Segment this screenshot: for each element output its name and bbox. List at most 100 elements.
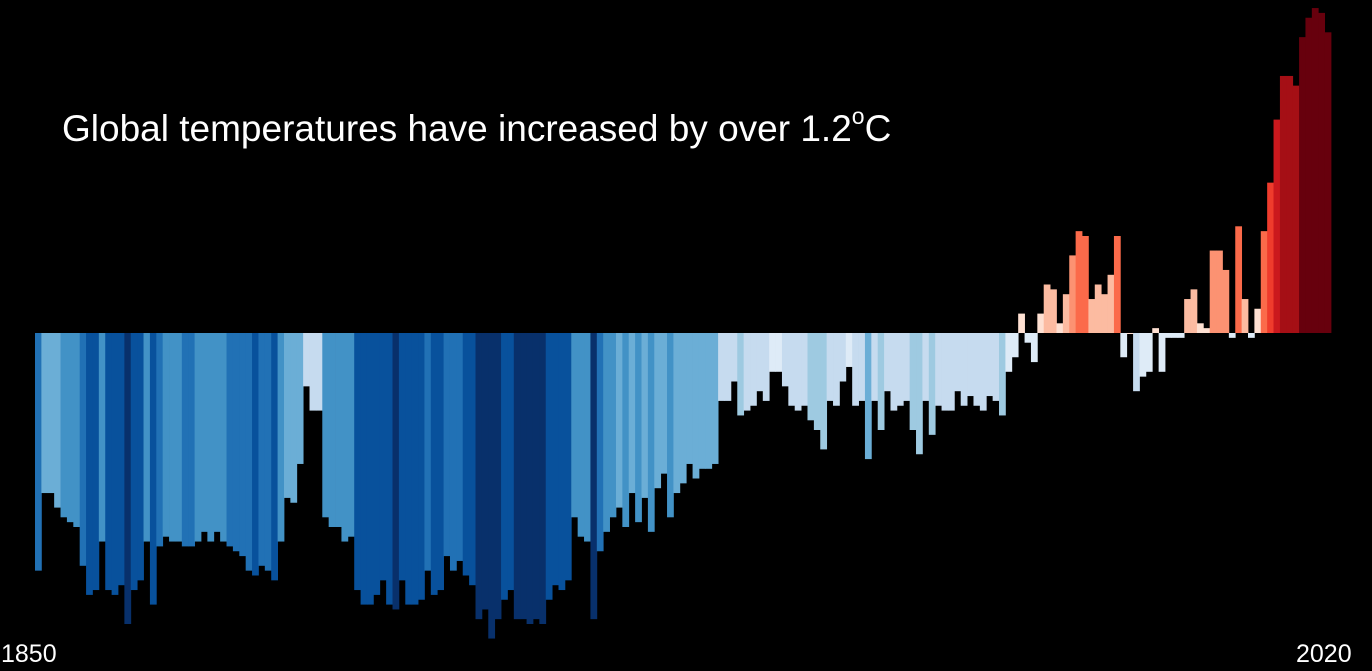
bar-1899	[347, 333, 355, 537]
bar-1862	[111, 333, 119, 595]
bar-1996	[967, 333, 974, 397]
chart-title-text: Global temperatures have increased by ov…	[62, 108, 852, 149]
bar-1864	[124, 333, 132, 624]
bar-1999	[986, 333, 994, 397]
bar-1951	[679, 333, 687, 484]
bar-2045	[1279, 75, 1287, 333]
bar-1854	[60, 333, 68, 518]
bar-2018	[1107, 274, 1115, 333]
bar-2007	[1037, 313, 1045, 333]
bar-1903	[373, 333, 381, 595]
bar-1911	[424, 333, 432, 571]
bar-1966	[775, 333, 783, 372]
bar-1853	[54, 333, 61, 508]
bar-2019	[1113, 236, 1121, 333]
bar-1986	[903, 333, 911, 401]
bar-1875	[194, 333, 202, 542]
bar-1895	[322, 333, 330, 518]
bar-1943	[628, 333, 636, 494]
bar-2004	[1018, 313, 1025, 333]
bar-2051	[1318, 12, 1326, 334]
bar-2046	[1286, 75, 1294, 333]
bar-2032	[1196, 323, 1204, 333]
bar-1960	[737, 333, 745, 416]
bar-2012	[1069, 255, 1077, 333]
bar-1948	[660, 333, 668, 474]
bar-1969	[794, 333, 802, 411]
bar-1861	[105, 333, 113, 591]
bar-1888	[277, 333, 285, 542]
bar-2014	[1082, 236, 1089, 333]
bar-1900	[354, 333, 361, 591]
bar-1916	[456, 333, 464, 561]
bar-1919	[475, 333, 483, 620]
bar-1918	[469, 333, 476, 586]
bar-1926	[520, 333, 527, 620]
bar-1947	[654, 333, 662, 489]
bar-2038	[1235, 226, 1243, 333]
bar-1967	[781, 333, 789, 387]
bar-1925	[513, 333, 521, 620]
bar-2030	[1184, 299, 1191, 333]
bar-1913	[437, 333, 444, 591]
bar-1956	[711, 333, 719, 464]
bar-1961	[743, 333, 751, 411]
bar-2022	[1133, 333, 1140, 392]
bar-2024	[1145, 333, 1153, 372]
bar-1929	[539, 333, 547, 624]
bar-1892	[303, 333, 310, 387]
bar-1964	[762, 333, 770, 401]
bar-1896	[328, 333, 336, 527]
bar-1868	[149, 333, 157, 605]
bar-1890	[290, 333, 298, 503]
bar-1989	[922, 333, 930, 401]
bar-1949	[667, 333, 674, 518]
bar-1974	[826, 333, 834, 401]
bar-1959	[730, 333, 738, 382]
bar-1873	[181, 333, 189, 547]
bar-2025	[1152, 328, 1160, 333]
bar-1860	[98, 333, 106, 542]
bar-2047	[1292, 85, 1300, 334]
bar-1863	[118, 333, 125, 586]
bar-1898	[341, 333, 349, 542]
bar-1938	[596, 333, 604, 552]
degree-symbol: o	[851, 103, 865, 129]
chart-title: Global temperatures have increased by ov…	[62, 105, 892, 149]
bar-1954	[698, 333, 706, 469]
bar-1981	[871, 333, 879, 401]
bar-1850	[35, 333, 42, 571]
bar-1994	[954, 333, 962, 392]
bar-1968	[788, 333, 796, 406]
bar-1867	[143, 333, 151, 542]
bar-1872	[175, 333, 183, 542]
bar-1955	[705, 333, 713, 469]
bar-1912	[430, 333, 438, 595]
bar-2044	[1273, 119, 1281, 333]
bar-1876	[200, 333, 208, 532]
bar-1982	[877, 333, 885, 430]
bar-1952	[686, 333, 693, 464]
bar-2029	[1177, 333, 1185, 338]
bar-2011	[1062, 294, 1070, 333]
bar-1980	[864, 333, 872, 460]
bar-2002	[1005, 333, 1013, 372]
bar-1946	[647, 333, 655, 532]
bar-2003	[1011, 333, 1019, 358]
bar-1983	[884, 333, 891, 392]
bar-2027	[1165, 333, 1172, 338]
chart-title-unit: C	[864, 108, 892, 149]
bar-1931	[552, 333, 559, 586]
bar-1920	[481, 333, 489, 610]
bar-1879	[220, 333, 227, 542]
bar-1998	[979, 333, 987, 411]
bar-1935	[577, 333, 585, 537]
bar-1885	[258, 333, 266, 566]
bar-1889	[283, 333, 291, 498]
bar-1902	[366, 333, 374, 605]
bar-1917	[462, 333, 470, 576]
bar-2020	[1120, 333, 1128, 358]
bar-1852	[47, 333, 55, 494]
bar-1887	[271, 333, 278, 581]
bar-2050	[1311, 8, 1319, 334]
